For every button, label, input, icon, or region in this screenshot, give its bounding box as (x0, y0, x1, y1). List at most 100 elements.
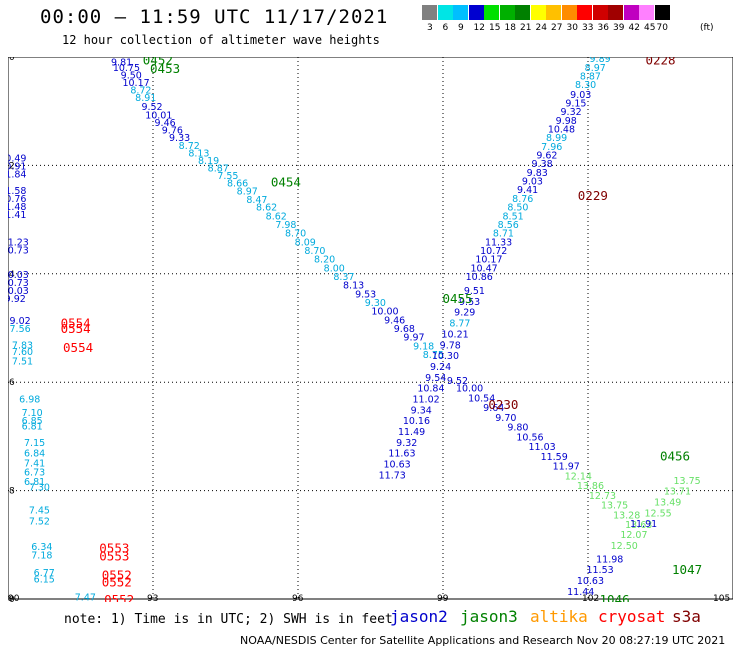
wave-height-value: 7.47 (75, 592, 96, 602)
wave-height-value: 10.21 (441, 329, 468, 340)
wave-height-value: 11.44 (567, 587, 594, 598)
wave-height-value: 13.49 (654, 497, 681, 508)
color-scale-label: 24 (535, 23, 547, 33)
color-swatch (592, 5, 608, 20)
pass-time-label: 0552 (102, 568, 132, 583)
color-scale-unit: (ft) (700, 23, 714, 33)
y-tick-label: -58 (8, 487, 15, 497)
wave-height-value: 8.50 (507, 203, 528, 214)
wave-height-value: 10.03 (8, 286, 29, 297)
wave-height-value: 9.32 (396, 438, 417, 449)
wave-height-value: 8.77 (449, 319, 470, 330)
color-swatch (577, 5, 592, 20)
wave-height-value: 6.84 (24, 449, 45, 460)
color-swatch (654, 5, 670, 20)
wave-height-value: 8.75 (423, 350, 444, 361)
wave-height-value: 11.53 (586, 565, 613, 576)
color-swatch (484, 5, 499, 20)
pass-time-label: 0452 (143, 57, 173, 68)
map-frame (8, 57, 733, 600)
wave-height-value: 9.89 (590, 57, 611, 65)
wave-height-value: 9.46 (155, 118, 176, 129)
wave-height-value: 8.62 (256, 203, 277, 214)
wave-height-value: 9.33 (169, 133, 190, 144)
wave-height-value: 8.30 (575, 80, 596, 91)
color-swatch (453, 5, 468, 20)
wave-height-value: 9.52 (141, 102, 162, 113)
wave-height-value: 7.51 (12, 357, 33, 368)
wave-height-value: 6.81 (22, 422, 43, 433)
wave-height-value: 10.75 (113, 63, 140, 74)
wave-height-value: 13.75 (601, 501, 628, 512)
wave-height-value: 7.96 (541, 142, 562, 153)
wave-height-value: 9.50 (121, 70, 142, 81)
wave-height-value: 10.03 (8, 270, 29, 281)
page-subtitle: 12 hour collection of altimeter wave hei… (62, 33, 380, 47)
x-tick-label: 99 (437, 594, 449, 602)
wave-height-value: 10.76 (8, 194, 26, 205)
wave-height-value: 7.41 (24, 458, 45, 469)
wave-height-value: 10.72 (480, 246, 507, 257)
legend-s3a: s3a (672, 607, 701, 626)
color-swatch (639, 5, 654, 20)
wave-height-value: 8.70 (304, 246, 325, 257)
x-tick-label: 105 (713, 594, 730, 602)
wave-height-value: 8.19 (198, 156, 219, 167)
wave-height-value: 9.68 (394, 324, 415, 335)
wave-height-value: 8.00 (324, 263, 345, 274)
color-scale-label: 33 (582, 23, 594, 33)
wave-height-value: 10.00 (371, 307, 398, 318)
color-scale-label: 45 (644, 23, 656, 33)
wave-height-value: 9.15 (565, 99, 586, 110)
wave-height-value: 7.18 (31, 551, 52, 562)
wave-height-value: 8.62 (266, 211, 287, 222)
wave-height-value: 10.17 (122, 78, 149, 89)
wave-height-value: 6.85 (22, 416, 43, 427)
wave-height-value: 11.84 (8, 170, 26, 181)
wave-height-value: 9.34 (411, 405, 432, 416)
wave-height-value: 9.29 (454, 308, 475, 319)
pass-time-label: 1046 (600, 592, 630, 602)
wave-height-value: 7.10 (22, 408, 43, 419)
color-scale-label: 42 (628, 23, 640, 33)
wave-height-value: 8.72 (179, 141, 200, 152)
wave-height-value: 11.41 (8, 210, 26, 221)
wave-height-value: 8.87 (580, 71, 601, 82)
wave-height-value: 10.47 (470, 263, 497, 274)
wave-height-value: 10.73 (8, 278, 29, 289)
wave-height-value: 11.33 (485, 237, 512, 248)
pass-time-label: 0554 (61, 316, 91, 331)
color-swatch (530, 5, 546, 20)
wave-height-value: 9.76 (162, 126, 183, 137)
wave-height-value: 9.53 (459, 297, 480, 308)
color-scale-label: 27 (551, 23, 563, 33)
wave-height-value: 13.75 (673, 476, 700, 487)
wave-height-value: 11.59 (541, 452, 568, 463)
wave-height-value: 12.14 (565, 471, 592, 482)
pass-time-label: 0230 (488, 397, 518, 412)
y-tick-label: -52 (8, 161, 15, 171)
wave-height-value: 11.49 (398, 427, 425, 438)
wave-height-value: 8.37 (333, 272, 354, 283)
color-scale-label: 3 (427, 23, 433, 33)
wave-height-value: 11.98 (596, 554, 623, 565)
legend-jason2: jason2 (390, 607, 448, 626)
wave-height-value: 10.73 (8, 245, 29, 256)
color-scale-label: 15 (489, 23, 501, 33)
color-scale-label: 70 (656, 23, 668, 33)
wave-height-value: 9.18 (413, 341, 434, 352)
wave-height-value: 11.73 (379, 470, 406, 481)
wave-height-value: 8.72 (130, 86, 151, 97)
wave-height-value: 8.47 (246, 195, 267, 206)
wave-height-value: 11.63 (388, 449, 415, 460)
color-scale-label: 21 (520, 23, 532, 33)
y-tick-label: -54 (8, 270, 15, 280)
wave-height-value: 11.97 (553, 462, 580, 473)
wave-height-value: 8.70 (285, 229, 306, 240)
wave-height-value: 10.54 (468, 393, 495, 404)
wave-height-value: 9.38 (532, 159, 553, 170)
wave-height-value: 12.07 (620, 530, 647, 541)
wave-height-value: 6.15 (34, 574, 55, 585)
wave-height-value: 8.13 (343, 281, 364, 292)
